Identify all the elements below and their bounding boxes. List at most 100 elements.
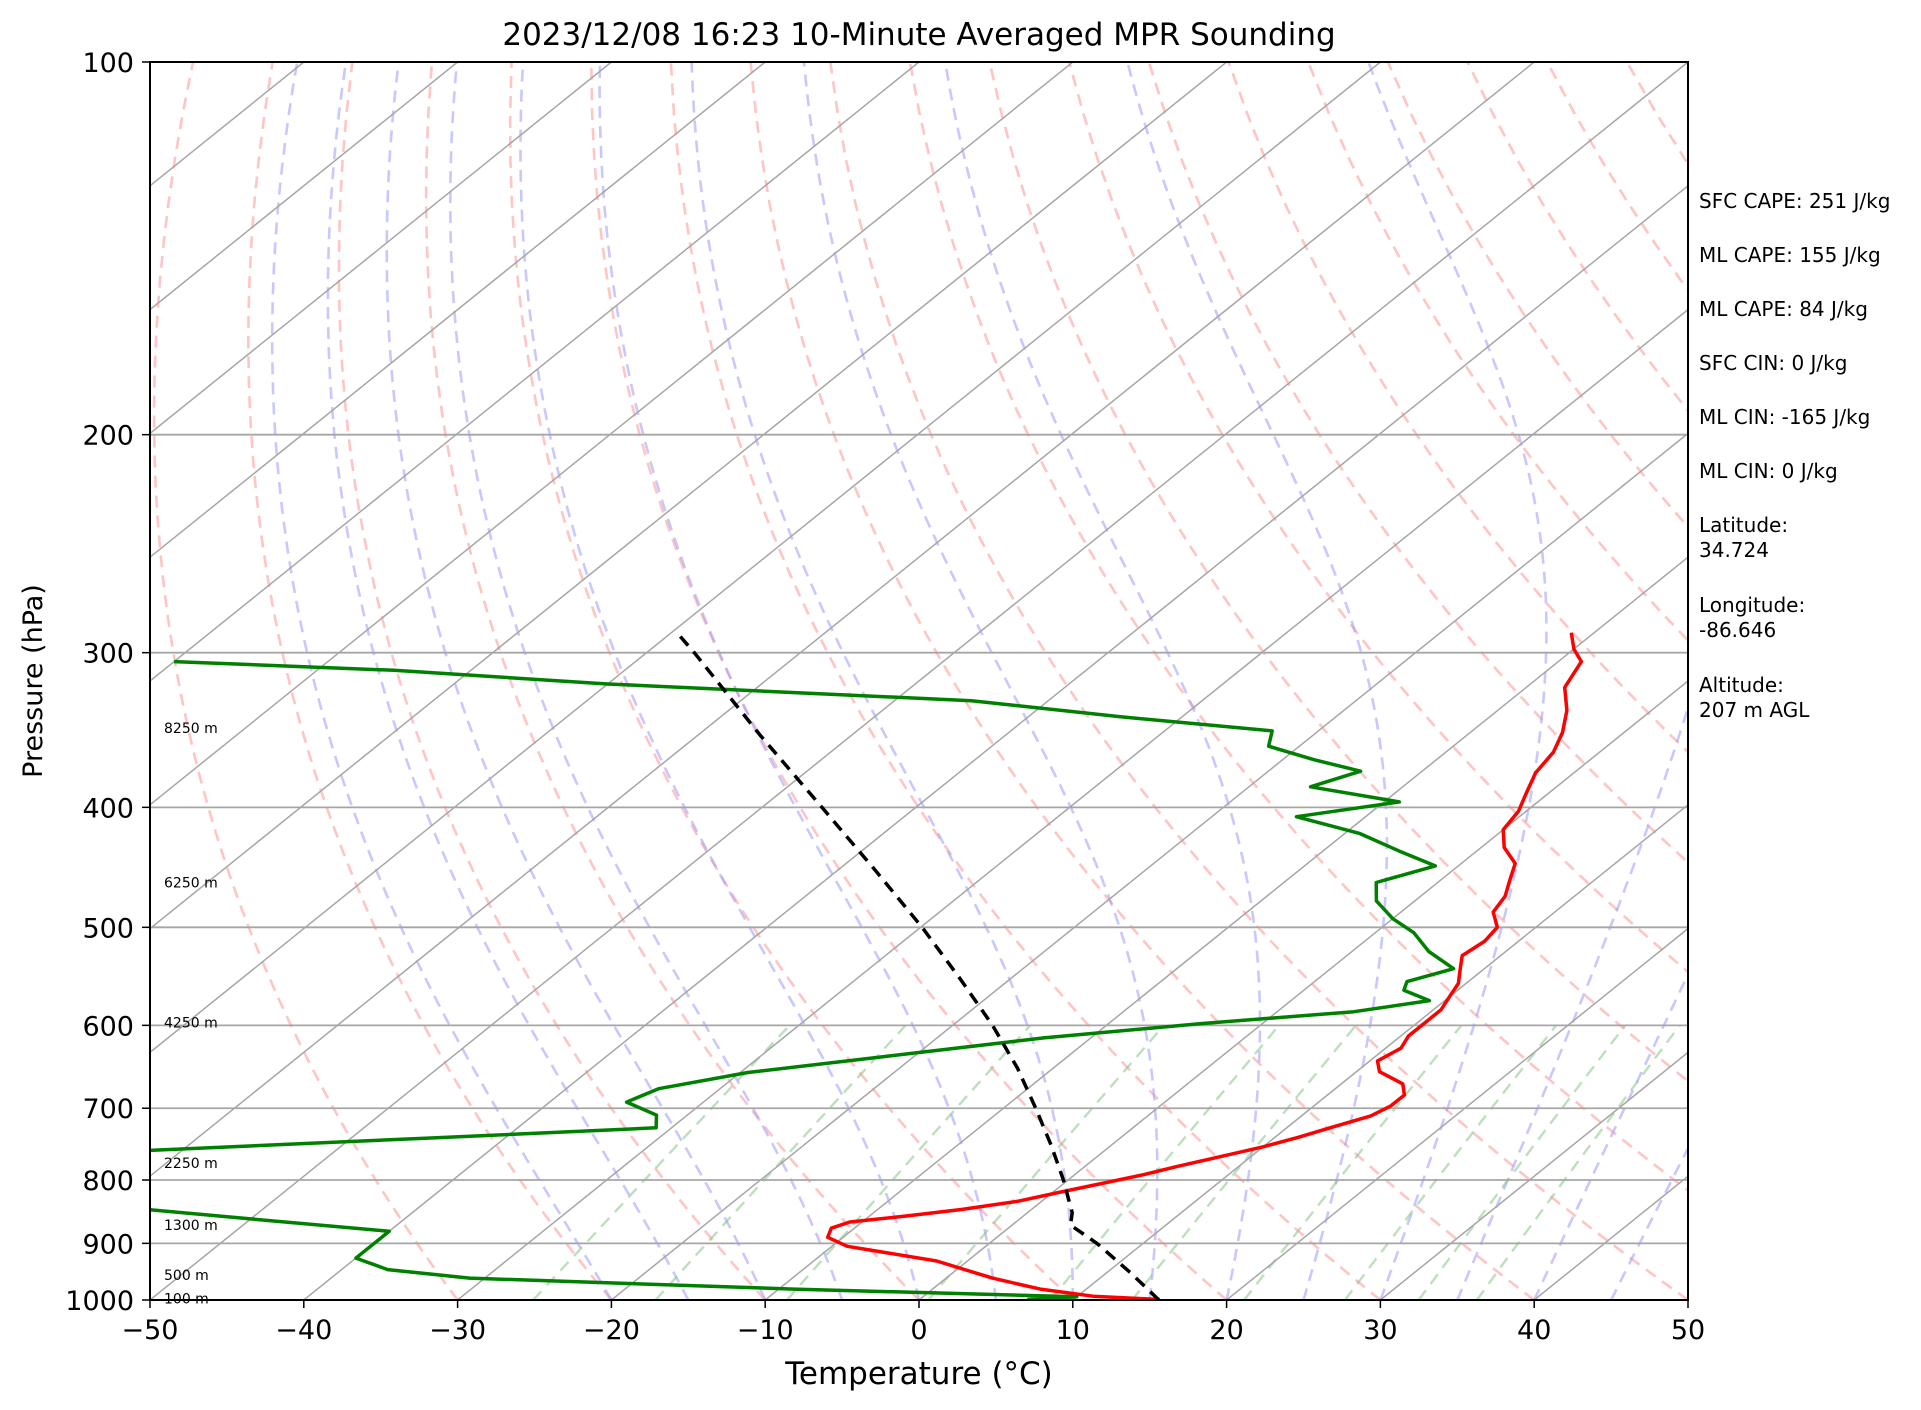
isotherm — [457, 308, 1688, 1300]
x-tick-label: −10 — [737, 1315, 794, 1346]
x-tick-label: −40 — [275, 1315, 332, 1346]
isotherm — [150, 62, 459, 311]
dry-adiabat — [669, 62, 1382, 1300]
annotation-text: SFC CAPE: 251 J/kg — [1699, 189, 1890, 213]
dry-adiabat — [829, 62, 1688, 1300]
mixing-ratio-line — [1049, 1024, 1280, 1300]
moist-adiabat — [598, 62, 998, 1300]
sounding-series-1 — [150, 659, 1456, 1300]
height-label: 2250 m — [164, 1156, 218, 1172]
x-axis-label: Temperature (°C) — [784, 1356, 1053, 1392]
height-label: 6250 m — [164, 875, 218, 891]
dry-adiabat — [508, 62, 1074, 1300]
dry-adiabat — [908, 62, 1688, 1192]
sounding-series-0 — [825, 632, 1584, 1300]
height-label: 1300 m — [164, 1218, 218, 1234]
y-tick-label: 500 — [82, 913, 134, 944]
x-tick-label: −20 — [583, 1315, 640, 1346]
isotherm — [150, 62, 766, 559]
y-tick-label: 700 — [82, 1094, 134, 1125]
height-labels: 100 m 500 m 1300 m 2250 m 4250 m 6250 m 8250 m — [164, 721, 218, 1308]
x-tick-label: −30 — [429, 1315, 486, 1346]
dry-adiabat — [247, 62, 613, 1300]
annotation-text: Latitude: — [1699, 513, 1788, 537]
moist-adiabat — [690, 62, 1075, 1300]
annotation-text: Altitude: — [1699, 673, 1784, 697]
x-tick-label: −50 — [122, 1315, 179, 1346]
chart-title: 2023/12/08 16:23 10-Minute Averaged MPR … — [502, 17, 1335, 53]
isotherm — [150, 62, 1381, 1054]
annotation-text: SFC CIN: 0 J/kg — [1699, 351, 1847, 375]
y-tick-label: 600 — [82, 1011, 134, 1042]
y-tick-label: 900 — [82, 1229, 134, 1260]
dry-adiabat — [424, 62, 920, 1300]
isotherm — [150, 62, 1535, 1178]
isotherm — [1072, 803, 1688, 1300]
annotation-text: ML CIN: -165 J/kg — [1699, 405, 1870, 429]
y-tick-label: 800 — [82, 1166, 134, 1197]
height-label: 4250 m — [164, 1016, 218, 1032]
height-label: 500 m — [164, 1268, 209, 1284]
dry-adiabat — [152, 62, 459, 1300]
isotherm — [764, 556, 1688, 1300]
isotherm — [150, 62, 1688, 1300]
y-tick-label: 200 — [82, 421, 134, 452]
annotation-text: ML CIN: 0 J/kg — [1699, 459, 1838, 483]
grid-lines — [150, 62, 1688, 1300]
moist-adiabat — [802, 62, 1159, 1300]
x-tick-label: 50 — [1671, 1315, 1705, 1346]
dry-adiabat — [988, 62, 1688, 1083]
height-label: 100 m — [164, 1291, 209, 1307]
isotherm — [150, 62, 612, 435]
y-axis-label: Pressure (hPa) — [18, 584, 49, 778]
sounding-series-2 — [677, 633, 1161, 1300]
mixing-ratio-line — [1344, 1024, 1558, 1300]
isotherm — [918, 680, 1688, 1300]
y-tick-label: 300 — [82, 639, 134, 670]
series-lines — [150, 632, 1584, 1300]
x-tick-label: 0 — [910, 1315, 927, 1346]
mixing-ratio-line — [1131, 1024, 1357, 1300]
annotation-text: ML CAPE: 155 J/kg — [1699, 243, 1881, 267]
y-tick-label: 100 — [82, 48, 134, 79]
annotation-text: 207 m AGL — [1699, 698, 1810, 722]
annotation-text: -86.646 — [1699, 618, 1776, 642]
moist-adiabat — [270, 62, 613, 1300]
moist-adiabat — [519, 62, 921, 1300]
mixing-ratio-line — [1417, 1024, 1627, 1300]
x-tick-label: 10 — [1056, 1315, 1090, 1346]
background-lines — [152, 62, 1688, 1300]
moist-adiabat — [449, 62, 844, 1300]
isotherm — [1226, 927, 1688, 1300]
y-tick-label: 1000 — [65, 1286, 134, 1317]
dry-adiabat — [749, 62, 1535, 1300]
mixing-ratio-line — [786, 1024, 1032, 1300]
annotations: SFC CAPE: 251 J/kg ML CAPE: 155 J/kg ML CA… — [1699, 189, 1890, 722]
moist-adiabat — [1367, 62, 1548, 1300]
moist-adiabat — [1456, 62, 1688, 1300]
isotherm — [610, 432, 1688, 1300]
x-tick-label: 30 — [1363, 1315, 1397, 1346]
x-tick-label: 40 — [1517, 1315, 1551, 1346]
moist-adiabat — [326, 62, 690, 1300]
mixing-ratio-line — [654, 1024, 907, 1300]
isotherm — [150, 62, 1074, 806]
moist-adiabat — [385, 62, 767, 1300]
mixing-ratio-line — [532, 1024, 791, 1300]
annotation-text: Longitude: — [1699, 593, 1805, 617]
height-label: 8250 m — [164, 721, 218, 737]
x-tick-label: 20 — [1209, 1315, 1243, 1346]
x-ticks: −50 −40 −30 −20 −10 0 10 20 30 40 50 — [122, 1300, 1705, 1346]
annotation-text: ML CAPE: 84 J/kg — [1699, 297, 1868, 321]
dry-adiabat — [590, 62, 1228, 1300]
isotherm — [1379, 1051, 1688, 1300]
isotherm — [303, 184, 1688, 1300]
moist-adiabat — [1126, 62, 1389, 1300]
mixing-ratio-line — [927, 1024, 1165, 1300]
moist-adiabat — [943, 62, 1262, 1300]
isotherm — [150, 62, 1228, 930]
y-tick-label: 400 — [82, 793, 134, 824]
y-ticks: 100 200 300 400 500 600 700 800 900 1000 — [65, 48, 150, 1317]
